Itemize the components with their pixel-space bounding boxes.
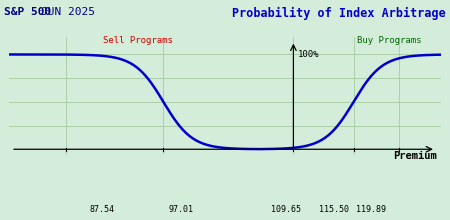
Text: 115.50: 115.50 [320, 205, 349, 214]
Text: JUN 2025: JUN 2025 [41, 7, 95, 16]
Text: Probability of Index Arbitrage: Probability of Index Arbitrage [232, 7, 446, 20]
Text: S&P 500: S&P 500 [4, 7, 52, 16]
Text: 119.89: 119.89 [356, 205, 386, 214]
Text: Sell Programs: Sell Programs [103, 36, 173, 45]
Text: 97.01: 97.01 [168, 205, 194, 214]
Text: 100%: 100% [297, 50, 319, 59]
Text: Buy Programs: Buy Programs [357, 36, 422, 45]
Text: Premium: Premium [393, 151, 437, 161]
Text: 87.54: 87.54 [90, 205, 115, 214]
Text: 109.65: 109.65 [271, 205, 301, 214]
